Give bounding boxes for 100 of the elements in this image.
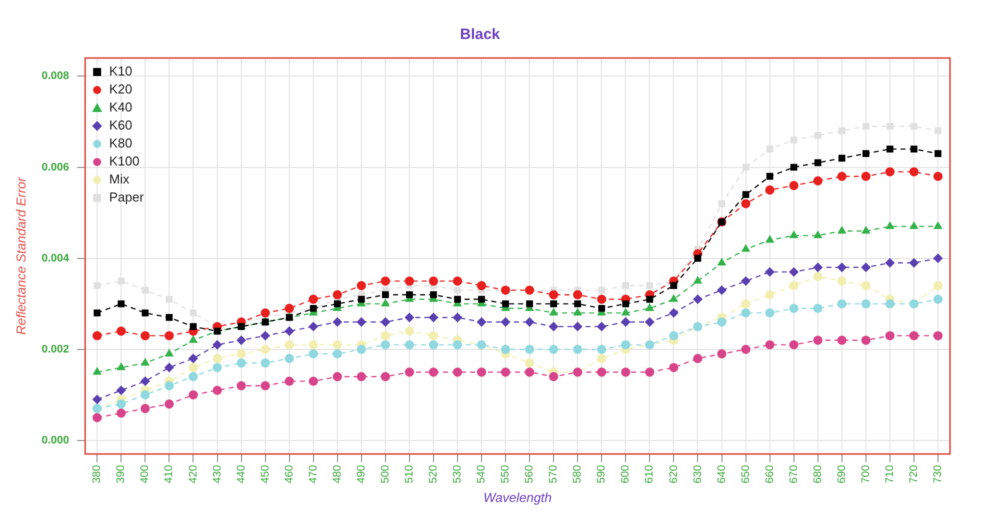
- x-tick-label: 430: [211, 465, 224, 484]
- point: [406, 291, 413, 298]
- point: [93, 368, 102, 375]
- point: [236, 358, 246, 368]
- y-tick-label: 0.008: [42, 70, 70, 82]
- point: [356, 317, 366, 327]
- point: [284, 376, 294, 386]
- point: [621, 317, 630, 327]
- point: [404, 340, 414, 350]
- point: [260, 381, 270, 390]
- point: [718, 258, 726, 266]
- point: [308, 349, 318, 358]
- point: [236, 349, 246, 358]
- point: [789, 281, 798, 290]
- point: [404, 276, 414, 286]
- x-tick-label: 720: [908, 465, 920, 484]
- x-tick-label: 400: [139, 465, 152, 484]
- point: [573, 344, 582, 354]
- x-tick-label: 450: [259, 465, 272, 484]
- point: [212, 340, 222, 350]
- point: [934, 222, 942, 230]
- point: [790, 230, 798, 238]
- point: [500, 317, 510, 327]
- x-tick-label: 620: [668, 465, 680, 484]
- x-tick-label: 660: [764, 465, 776, 484]
- point: [356, 344, 366, 354]
- point: [621, 340, 630, 350]
- point: [574, 308, 582, 316]
- x-tick-label: 440: [235, 465, 248, 484]
- point: [573, 290, 582, 300]
- point: [861, 262, 871, 272]
- point: [885, 299, 895, 308]
- point: [166, 314, 173, 321]
- point: [526, 300, 534, 308]
- point: [478, 296, 485, 303]
- x-tick-label: 420: [187, 465, 200, 484]
- x-tick-label: 390: [115, 465, 128, 484]
- point: [356, 372, 366, 382]
- point: [332, 340, 342, 350]
- point: [140, 331, 150, 340]
- point: [813, 176, 822, 186]
- x-tick-label: 470: [307, 465, 320, 484]
- point: [476, 281, 486, 290]
- point: [765, 185, 774, 195]
- x-tick-label: 630: [692, 465, 704, 484]
- point: [814, 132, 822, 139]
- point: [645, 368, 654, 377]
- point: [646, 304, 654, 311]
- point: [332, 290, 342, 300]
- point: [94, 282, 101, 290]
- point: [742, 191, 750, 198]
- point: [190, 323, 197, 330]
- point: [838, 226, 846, 234]
- x-tick-label: 500: [379, 465, 392, 484]
- x-tick-label: 680: [812, 465, 824, 484]
- point: [428, 331, 438, 340]
- x-tick-label: 480: [331, 465, 344, 484]
- point: [284, 354, 294, 364]
- point: [861, 281, 871, 290]
- point: [380, 276, 390, 286]
- x-tick-label: 590: [596, 465, 608, 484]
- point: [190, 310, 197, 316]
- point: [741, 199, 750, 208]
- point: [669, 331, 678, 340]
- point: [885, 258, 895, 268]
- legend-label: K10: [109, 64, 132, 79]
- point: [910, 122, 918, 130]
- point: [645, 317, 654, 327]
- point: [92, 331, 102, 340]
- legend-label: Mix: [109, 172, 130, 187]
- point: [164, 399, 174, 409]
- point: [236, 381, 246, 390]
- point: [885, 331, 895, 340]
- point: [837, 299, 846, 308]
- point: [693, 354, 702, 364]
- point: [814, 159, 822, 166]
- point: [933, 331, 943, 340]
- point: [308, 294, 318, 304]
- point: [524, 368, 534, 377]
- point: [694, 254, 702, 262]
- point: [813, 336, 822, 345]
- point: [260, 344, 270, 354]
- x-tick-label: 690: [836, 465, 848, 484]
- point: [236, 336, 246, 345]
- point: [428, 312, 438, 322]
- point: [308, 340, 318, 350]
- point: [404, 326, 414, 336]
- x-tick-label: 550: [500, 465, 512, 484]
- point: [813, 304, 822, 313]
- point: [670, 294, 678, 302]
- x-tick-label: 710: [884, 465, 896, 484]
- y-tick-label: 0.006: [42, 161, 70, 174]
- point: [813, 262, 822, 272]
- point: [933, 254, 943, 263]
- y-tick-label: 0.004: [42, 252, 70, 264]
- point: [140, 404, 150, 414]
- point: [694, 276, 702, 284]
- point: [837, 336, 846, 345]
- point: [428, 276, 438, 286]
- x-tick-label: 650: [740, 465, 752, 484]
